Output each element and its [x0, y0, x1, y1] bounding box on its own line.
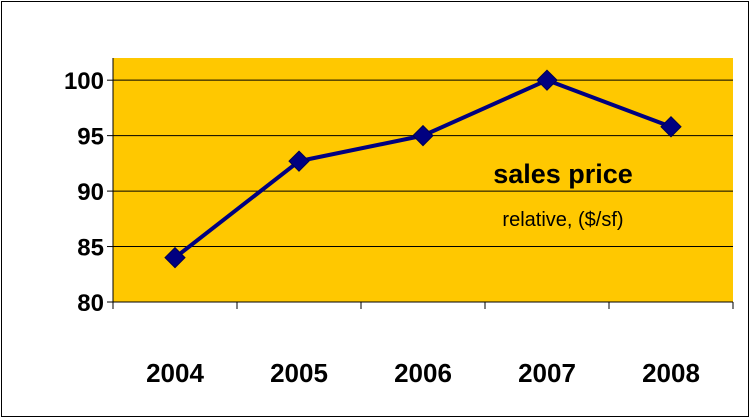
x-tick-label: 2008: [642, 358, 700, 388]
plot-area: [113, 58, 733, 302]
series-group: [164, 69, 682, 269]
annotation-subtitle: relative, ($/sf): [502, 209, 623, 231]
axes: [112, 58, 733, 303]
y-tick-label: 95: [77, 124, 104, 151]
x-tick-label: 2006: [394, 358, 452, 388]
y-tick-label: 100: [64, 68, 104, 95]
y-axis-ticks: 80 85 90 95 100: [64, 68, 113, 317]
y-tick-label: 80: [77, 290, 104, 317]
data-point: [164, 246, 186, 269]
annotation-title: sales price: [493, 159, 633, 189]
x-tick-label: 2007: [518, 358, 576, 388]
x-tick-label: 2005: [270, 358, 328, 388]
data-point: [412, 124, 434, 147]
y-tick-label: 90: [77, 179, 104, 206]
data-point: [288, 150, 310, 172]
x-axis-ticks: 2004 2005 2006 2007 2008: [112, 302, 734, 388]
data-point: [660, 116, 682, 138]
y-tick-label: 85: [77, 235, 104, 262]
data-point: [536, 69, 558, 91]
x-tick-label: 2004: [146, 358, 204, 388]
